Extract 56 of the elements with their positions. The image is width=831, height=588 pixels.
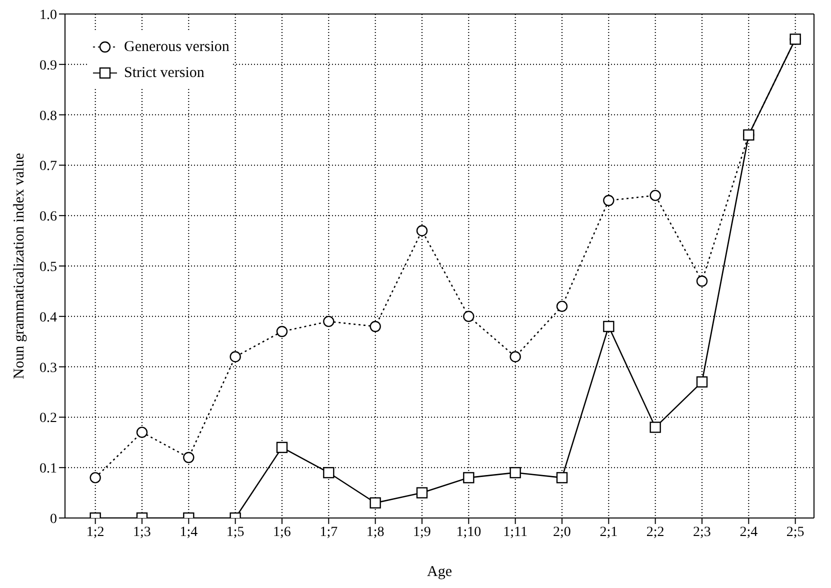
x-tick-label: 1;7 — [320, 524, 338, 540]
point — [370, 497, 381, 508]
y-axis-title: Noun grammaticalization index value — [11, 152, 28, 380]
x-tick-label: 1;9 — [413, 524, 431, 540]
x-tick-label: 1;2 — [86, 524, 104, 540]
point — [650, 422, 661, 433]
y-tick-label: 0.8 — [40, 108, 57, 124]
y-tick-label: 0.3 — [40, 360, 57, 376]
x-tick-label: 1;11 — [503, 524, 528, 540]
x-tick-label: 1;8 — [366, 524, 384, 540]
x-tick-label: 1;6 — [273, 524, 291, 540]
y-tick-label: 0.7 — [40, 159, 57, 174]
x-axis-title: Age — [427, 564, 452, 580]
point — [743, 129, 754, 141]
x-tick-label: 1;10 — [456, 524, 482, 540]
point — [463, 310, 474, 322]
point — [510, 351, 521, 362]
x-tick-label: 2;1 — [600, 524, 618, 540]
y-tick-label: 0.4 — [40, 310, 57, 326]
x-tick-label: 2;3 — [693, 524, 711, 540]
point — [603, 194, 614, 206]
legend-label: Strict version — [124, 64, 204, 82]
x-tick-label: 1;3 — [133, 524, 151, 540]
point — [510, 467, 521, 478]
point — [136, 426, 148, 438]
point — [603, 320, 614, 332]
point — [696, 276, 708, 287]
point — [90, 472, 101, 484]
y-tick-label: 0.2 — [40, 411, 57, 426]
point — [230, 351, 241, 362]
point — [696, 376, 708, 388]
point — [463, 472, 474, 484]
point — [556, 472, 568, 484]
point — [276, 326, 288, 338]
y-tick-label: 0.9 — [40, 58, 57, 74]
point — [650, 190, 661, 202]
y-tick-label: 0.5 — [40, 260, 57, 275]
point — [416, 487, 428, 498]
y-tick-label: 0.1 — [40, 462, 57, 477]
x-tick-label: 1;4 — [180, 524, 198, 540]
point — [323, 316, 334, 328]
y-tick-label: 0.6 — [40, 210, 57, 225]
x-tick-label: 2;0 — [553, 524, 571, 540]
x-tick-label: 2;5 — [786, 524, 804, 540]
point — [183, 452, 194, 464]
y-tick-label: 1.0 — [40, 8, 57, 23]
point — [323, 467, 334, 478]
point — [276, 442, 288, 454]
legend-label: Generous version — [124, 38, 230, 56]
x-tick-label: 1;5 — [226, 524, 244, 540]
point — [556, 300, 568, 312]
point — [370, 320, 381, 332]
x-tick-label: 2;2 — [646, 524, 664, 540]
y-tick-label: 0 — [50, 512, 57, 527]
point — [416, 225, 428, 236]
x-tick-label: 2;4 — [740, 524, 758, 540]
